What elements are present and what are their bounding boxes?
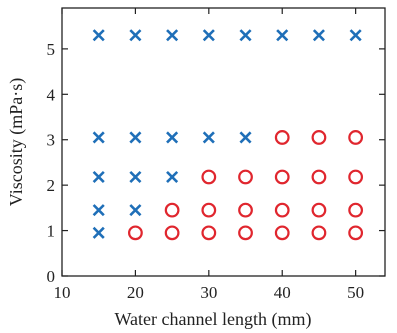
cross-point (312, 29, 325, 42)
y-tick-label: 1 (47, 222, 56, 241)
circle-point (128, 225, 143, 241)
cross-point (239, 29, 252, 42)
circle-point (164, 225, 180, 241)
circle-point (274, 130, 290, 145)
y-tick-label: 2 (47, 176, 56, 195)
circle-point (274, 225, 290, 241)
circle-point (238, 225, 253, 241)
circle-point (201, 225, 217, 241)
cross-point (276, 29, 289, 42)
cross-point (166, 170, 179, 184)
cross-point (129, 131, 142, 144)
circle-point (348, 225, 364, 241)
cross-point (202, 131, 215, 144)
circle-point (274, 169, 290, 185)
y-tick-label: 5 (47, 40, 56, 59)
circle-point (311, 225, 327, 241)
x-tick-label: 30 (200, 283, 217, 302)
axis-ticks: 10 20 30 40 50 0 1 2 3 4 5 (47, 8, 385, 302)
cross-point (129, 204, 142, 217)
x-axis-title: Water channel length (mm) (115, 309, 312, 330)
cross-point (202, 29, 215, 42)
circle-point (348, 169, 364, 185)
circle-point (274, 202, 290, 218)
x-tick-label: 50 (347, 283, 364, 302)
cross-point (92, 170, 105, 184)
data-points (92, 29, 364, 241)
cross-point (92, 204, 105, 217)
cross-point (92, 29, 105, 42)
x-tick-label: 20 (127, 283, 144, 302)
circle-point (238, 202, 253, 218)
y-axis-title: Viscosity (mPa·s) (6, 78, 27, 206)
y-tick-label: 0 (47, 267, 56, 286)
circle-point (311, 169, 327, 185)
circle-point (348, 130, 364, 145)
cross-point (166, 29, 179, 42)
cross-point (239, 131, 252, 144)
cross-point (349, 29, 362, 42)
x-tick-label: 40 (274, 283, 291, 302)
y-tick-label: 4 (47, 85, 56, 104)
cross-point (92, 226, 105, 239)
x-tick-label: 10 (54, 283, 71, 302)
cross-point (129, 29, 142, 42)
cross-point (166, 131, 179, 144)
circle-point (348, 202, 364, 218)
cross-point (92, 131, 105, 144)
circle-point (201, 169, 217, 185)
y-tick-label: 3 (47, 131, 56, 150)
plot-frame (61, 7, 386, 277)
circle-point (238, 169, 253, 185)
circle-point (311, 130, 327, 145)
cross-point (129, 170, 142, 184)
circle-point (164, 202, 180, 218)
circle-point (201, 202, 217, 218)
circle-point (311, 202, 327, 218)
